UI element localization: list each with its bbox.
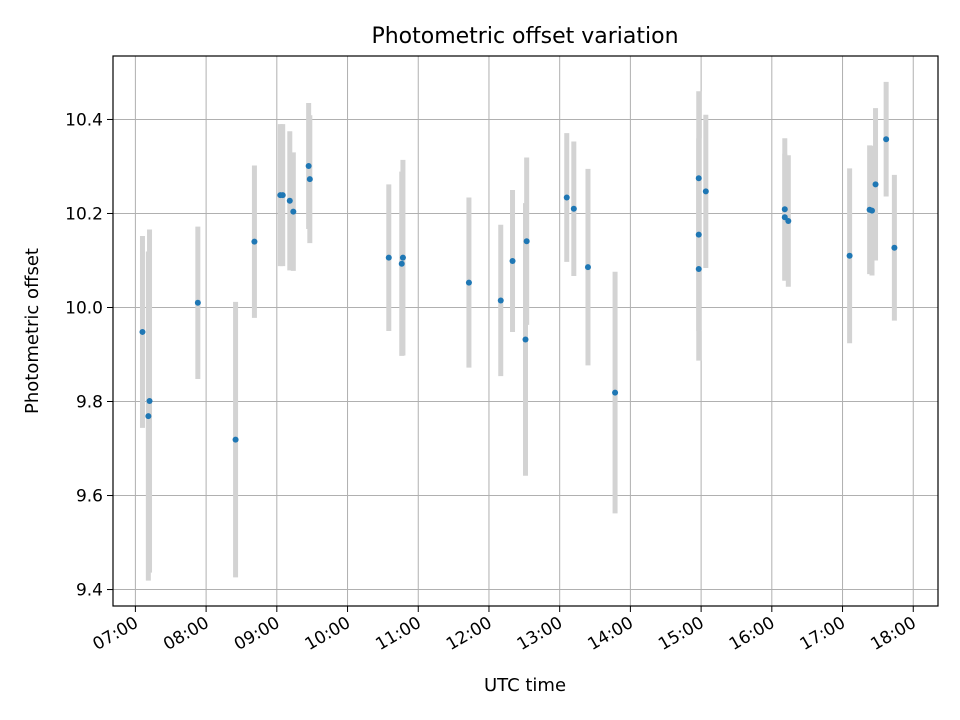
data-point (251, 238, 258, 245)
data-point (695, 231, 702, 238)
y-tick-label: 10.2 (65, 204, 103, 224)
data-point (145, 413, 152, 420)
y-tick-label: 9.6 (76, 487, 103, 507)
plot-frame (112, 55, 939, 607)
data-point (563, 194, 570, 201)
data-point (781, 206, 788, 213)
data-points (139, 136, 898, 443)
data-point (872, 181, 879, 188)
data-point (584, 264, 591, 271)
y-tick-label: 9.8 (76, 393, 103, 413)
data-point (146, 398, 153, 405)
data-point (139, 328, 146, 335)
data-point (781, 214, 788, 221)
data-point (509, 257, 516, 264)
y-tick-label: 9.4 (76, 581, 103, 601)
data-point (702, 188, 709, 195)
data-point (695, 265, 702, 272)
data-point (846, 252, 853, 259)
data-point (522, 336, 529, 343)
x-axis-label: UTC time (484, 675, 566, 696)
chart-title: Photometric offset variation (371, 24, 678, 49)
data-point (398, 260, 405, 267)
data-point (305, 163, 312, 169)
data-point (194, 299, 201, 306)
data-point (465, 279, 472, 286)
data-point (279, 192, 286, 199)
data-point (286, 197, 293, 204)
y-tick-label: 10.4 (65, 110, 103, 130)
data-point (385, 254, 392, 261)
data-point (290, 208, 297, 215)
data-point (695, 175, 702, 182)
data-point (785, 218, 792, 224)
data-point (523, 238, 530, 245)
data-point (232, 436, 239, 443)
data-point (891, 244, 898, 251)
y-axis-label: Photometric offset (22, 248, 43, 414)
data-point (497, 297, 504, 304)
data-point (306, 176, 313, 183)
data-point (883, 136, 890, 143)
data-point (570, 205, 577, 212)
data-point (399, 254, 406, 261)
data-point (869, 207, 875, 214)
y-tick-label: 10.0 (65, 298, 103, 318)
data-point (612, 389, 619, 396)
